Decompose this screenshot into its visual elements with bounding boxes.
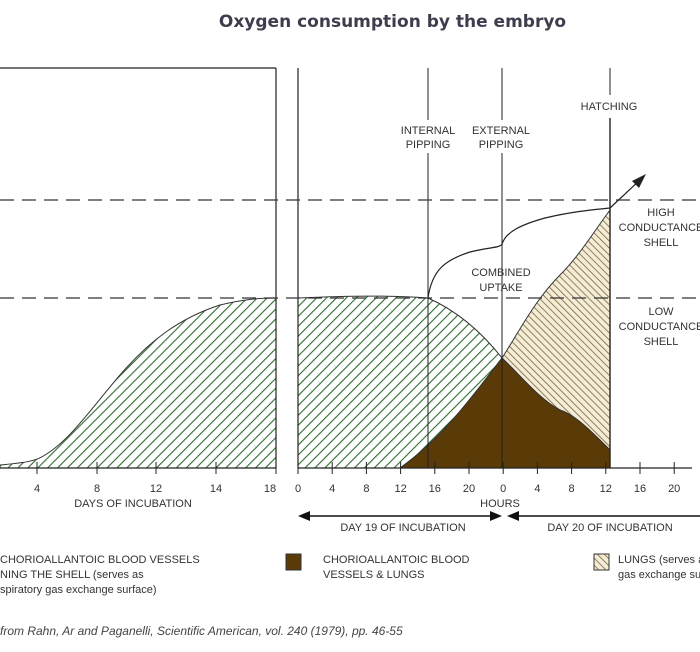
- combined-label-2: UPTAKE: [479, 282, 522, 294]
- left-axis-label: DAYS OF INCUBATION: [74, 498, 192, 510]
- day19-label: DAY 19 OF INCUBATION: [340, 522, 465, 534]
- right-tick-label: 4: [329, 483, 335, 495]
- external-pipping-label-2: PIPPING: [479, 139, 524, 151]
- external-pipping-label: EXTERNAL: [472, 125, 530, 137]
- legend-text: CHORIOALLANTOIC BLOOD: [323, 554, 470, 566]
- right-tick-label: 16: [429, 483, 441, 495]
- legend-swatch-lungs: [593, 553, 610, 571]
- right-tick-label: 12: [600, 483, 612, 495]
- internal-pipping-label-2: PIPPING: [406, 139, 451, 151]
- legend-item-vessels: CHORIOALLANTOIC BLOOD VESSELS NING THE S…: [0, 553, 200, 598]
- internal-pipping-label: INTERNAL: [401, 125, 455, 137]
- right-tick-label: 16: [634, 483, 646, 495]
- right-tick-label: 20: [463, 483, 475, 495]
- high-label: HIGH: [647, 207, 675, 219]
- chart-title: Oxygen consumption by the embryo: [218, 12, 567, 32]
- brown-area: [398, 357, 611, 469]
- legend-text: gas exchange surf: [618, 569, 700, 581]
- right-tick-label: 8: [363, 483, 369, 495]
- left-tick-label: 8: [94, 483, 100, 495]
- day20-label: DAY 20 OF INCUBATION: [547, 522, 672, 534]
- legend-text: VESSELS & LUNGS: [323, 569, 425, 581]
- hatching-label: HATCHING: [581, 101, 638, 113]
- combined-label: COMBINED: [471, 267, 530, 279]
- legend-text: spiratory gas exchange surface): [0, 584, 157, 596]
- left-tick-label: 14: [210, 483, 222, 495]
- low-label-3: SHELL: [644, 336, 679, 348]
- low-label: LOW: [648, 306, 674, 318]
- citation: from Rahn, Ar and Paganelli, Scientific …: [0, 624, 403, 638]
- high-label-2: CONDUCTANCE: [619, 222, 700, 234]
- left-tick-label: 4: [34, 483, 40, 495]
- left-tick-label: 12: [150, 483, 162, 495]
- right-tick-label: 0: [500, 483, 506, 495]
- right-tick-label: 4: [534, 483, 540, 495]
- low-label-2: CONDUCTANCE: [619, 321, 700, 333]
- legend-text: LUNGS (serves as: [618, 554, 700, 566]
- right-tick-label: 20: [668, 483, 680, 495]
- right-tick-label: 12: [394, 483, 406, 495]
- left-green-area: [0, 297, 277, 469]
- legend-swatch-brown: [285, 553, 302, 571]
- right-tick-label: 0: [295, 483, 301, 495]
- right-tick-label: 8: [569, 483, 575, 495]
- high-label-3: SHELL: [644, 237, 679, 249]
- left-tick-label: 18: [264, 483, 276, 495]
- combined-uptake-curve: [427, 179, 641, 299]
- legend-item-lungs: LUNGS (serves as gas exchange surf: [618, 553, 700, 583]
- arrow-head-icon: [632, 174, 646, 188]
- legend-text: CHORIOALLANTOIC BLOOD VESSELS: [0, 554, 200, 566]
- right-axis-label: HOURS: [480, 498, 520, 510]
- legend-item-vessels-lungs: CHORIOALLANTOIC BLOOD VESSELS & LUNGS: [323, 553, 470, 583]
- legend-text: NING THE SHELL (serves as: [0, 569, 144, 581]
